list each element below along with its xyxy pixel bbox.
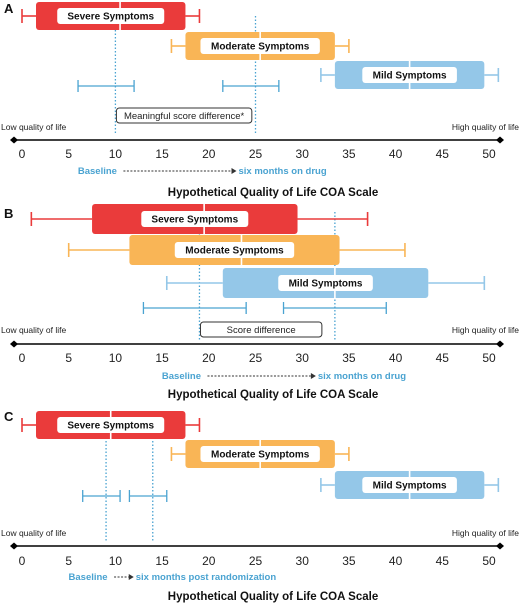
tick-label: 5 xyxy=(65,147,72,161)
axis-left-end xyxy=(10,340,18,348)
box-label-bg xyxy=(57,417,165,433)
tick-label: 40 xyxy=(389,554,403,568)
panel-c: C Severe Symptoms Moderate Symptoms Mild Sy… xyxy=(1,409,519,603)
baseline-label: Baseline xyxy=(162,371,201,382)
high-quality-label: High quality of life xyxy=(452,528,519,538)
box-label-bg xyxy=(174,242,295,258)
tick-label: 25 xyxy=(249,554,263,568)
box-moderate: Moderate Symptoms xyxy=(67,235,406,265)
panel-letter: B xyxy=(4,206,13,221)
tick-label: 25 xyxy=(249,147,263,161)
tick-label: 35 xyxy=(342,554,356,568)
tick-label: 40 xyxy=(389,351,403,365)
box-moderate: Moderate Symptoms xyxy=(170,32,350,60)
tick-label: 45 xyxy=(436,554,450,568)
axis-left-end xyxy=(10,542,18,550)
box-label-bg xyxy=(362,477,457,493)
scale-title: Hypothetical Quality of Life COA Scale xyxy=(168,591,378,603)
box-severe: Severe Symptoms xyxy=(21,411,201,439)
tick-label: 30 xyxy=(296,554,310,568)
tick-label: 15 xyxy=(155,147,169,161)
tick-label: 10 xyxy=(109,147,123,161)
tick-label: 30 xyxy=(296,147,310,161)
baseline-label: Baseline xyxy=(78,166,117,177)
tick-label: 45 xyxy=(436,351,450,365)
box-label-bg xyxy=(141,211,249,227)
tick-label: 30 xyxy=(296,351,310,365)
tick-label: 20 xyxy=(202,351,216,365)
high-quality-label: High quality of life xyxy=(452,325,519,335)
box-label: Mild Symptoms xyxy=(373,71,447,82)
tick-label: 25 xyxy=(249,351,263,365)
annotation-box xyxy=(115,107,253,124)
box-mild: Mild Symptoms xyxy=(165,268,486,298)
annotation-text: Meaningful score difference* xyxy=(124,111,245,122)
annotation-text: Score difference xyxy=(227,325,296,336)
annotation-box xyxy=(199,321,323,338)
low-quality-label: Low quality of life xyxy=(1,325,66,335)
box-label: Severe Symptoms xyxy=(151,215,238,226)
axis-right-end xyxy=(496,136,504,144)
tick-label: 5 xyxy=(65,351,72,365)
axis-left-end xyxy=(10,136,18,144)
tick-label: 5 xyxy=(65,554,72,568)
followup-label: six months on drug xyxy=(318,371,406,382)
low-quality-label: Low quality of life xyxy=(1,122,66,132)
time-arrow-head xyxy=(231,168,237,174)
tick-label: 15 xyxy=(155,351,169,365)
box-label: Mild Symptoms xyxy=(289,279,363,290)
scale-title: Hypothetical Quality of Life COA Scale xyxy=(168,187,378,199)
tick-label: 10 xyxy=(109,554,123,568)
baseline-label: Baseline xyxy=(69,572,108,583)
box-mild: Mild Symptoms xyxy=(320,61,500,89)
box-severe: Severe Symptoms xyxy=(30,204,369,234)
box-label: Severe Symptoms xyxy=(67,12,154,23)
low-quality-label: Low quality of life xyxy=(1,528,66,538)
scale-title: Hypothetical Quality of Life COA Scale xyxy=(168,389,378,401)
time-arrow-head xyxy=(128,574,134,580)
panel-letter: A xyxy=(4,1,14,16)
box-label-bg xyxy=(200,38,320,54)
box-severe: Severe Symptoms xyxy=(21,2,201,30)
tick-label: 10 xyxy=(109,351,123,365)
box-label: Moderate Symptoms xyxy=(211,450,310,461)
tick-label: 50 xyxy=(482,351,496,365)
box-label: Mild Symptoms xyxy=(373,481,447,492)
box-label: Severe Symptoms xyxy=(67,421,154,432)
box-label-bg xyxy=(200,446,320,462)
tick-label: 15 xyxy=(155,554,169,568)
box-label-bg xyxy=(278,275,373,291)
box-mild: Mild Symptoms xyxy=(320,471,500,499)
tick-label: 0 xyxy=(19,554,26,568)
tick-label: 35 xyxy=(342,147,356,161)
panel-letter: C xyxy=(4,409,14,424)
tick-label: 35 xyxy=(342,351,356,365)
axis-right-end xyxy=(496,340,504,348)
box-label-bg xyxy=(362,67,457,83)
tick-label: 45 xyxy=(436,147,450,161)
followup-label: six months on drug xyxy=(239,166,327,177)
tick-label: 0 xyxy=(19,147,26,161)
tick-label: 40 xyxy=(389,147,403,161)
axis-right-end xyxy=(496,542,504,550)
time-arrow-head xyxy=(310,373,316,379)
tick-label: 50 xyxy=(482,554,496,568)
tick-label: 20 xyxy=(202,554,216,568)
panel-a: A Severe Symptoms Moderate Symptoms Mild Sy… xyxy=(1,1,519,199)
followup-label: six months post randomization xyxy=(136,572,277,583)
tick-label: 50 xyxy=(482,147,496,161)
panel-b: B Severe Symptoms Moderate Symptoms Mild Sy… xyxy=(1,204,519,401)
tick-label: 20 xyxy=(202,147,216,161)
box-label: Moderate Symptoms xyxy=(211,42,310,53)
high-quality-label: High quality of life xyxy=(452,122,519,132)
box-moderate: Moderate Symptoms xyxy=(170,440,350,468)
box-label: Moderate Symptoms xyxy=(185,246,284,257)
box-label-bg xyxy=(57,8,165,24)
tick-label: 0 xyxy=(19,351,26,365)
